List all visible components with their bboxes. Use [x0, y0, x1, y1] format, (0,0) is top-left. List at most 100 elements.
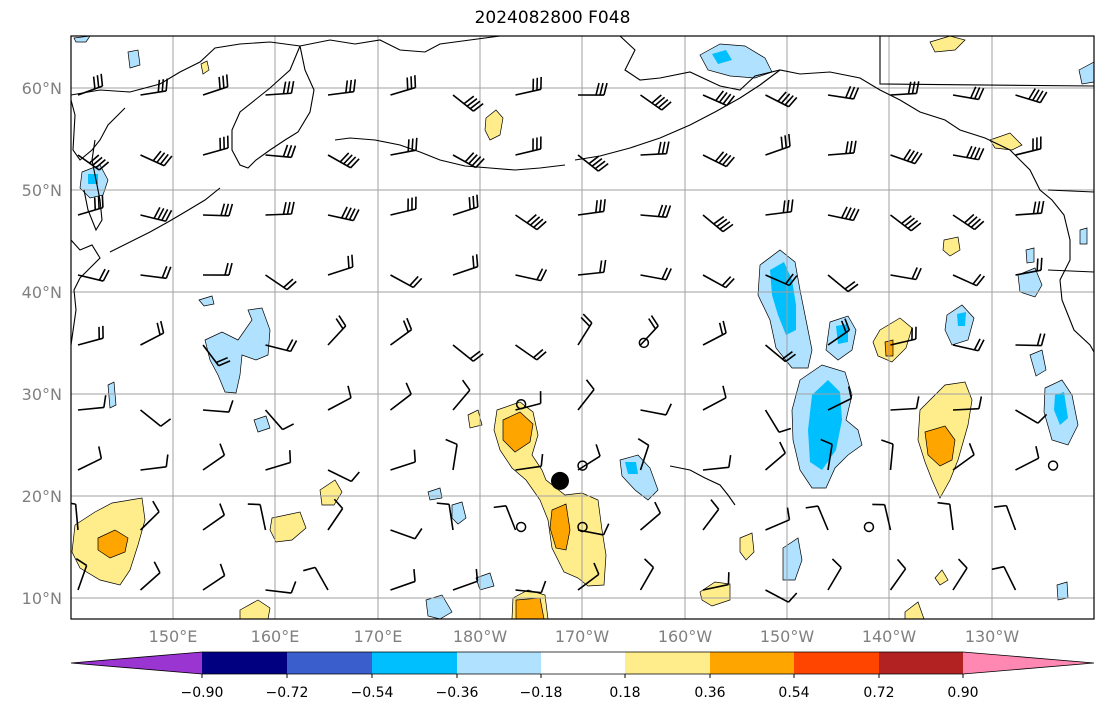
- wind-barb-shaft: [327, 214, 354, 222]
- contour-blue-7: [957, 312, 966, 326]
- wind-barb: [452, 194, 479, 216]
- wind-barb: [952, 396, 983, 411]
- wind-barb-tick: [152, 500, 160, 513]
- wind-barb: [77, 154, 110, 171]
- wind-barb-shaft: [765, 94, 790, 108]
- contour-fills: [71, 36, 1094, 619]
- wind-barb-tick: [349, 79, 353, 93]
- wind-barb-tick: [907, 81, 912, 95]
- wind-barb: [639, 558, 655, 591]
- wind-barb: [765, 91, 798, 108]
- wind-barb: [390, 274, 423, 289]
- wind-barb-tick: [849, 86, 856, 99]
- wind-barb-tick: [96, 75, 100, 88]
- wind-barb-shaft: [327, 154, 352, 169]
- wind-barb-tick: [973, 147, 981, 160]
- station-marker-open: [577, 521, 588, 533]
- wind-barb-tick: [540, 76, 542, 90]
- contour-neg-17: [107, 381, 117, 409]
- wind-barb-shaft: [265, 213, 292, 216]
- wind-barb-tick: [785, 273, 794, 285]
- wind-barb-shaft: [890, 407, 917, 411]
- wind-barb-tick: [472, 353, 484, 362]
- wind-barb: [805, 505, 829, 531]
- colorbar-extend-low: [71, 652, 202, 674]
- wind-barb: [764, 441, 786, 471]
- wind-barb-shaft: [515, 88, 542, 96]
- wind-barb-tick: [790, 199, 794, 212]
- wind-barb-tick: [475, 254, 479, 267]
- wind-barb-tick: [786, 199, 790, 213]
- wind-barb-tick: [970, 86, 977, 99]
- wind-barb: [1015, 257, 1043, 276]
- wind-barb-tick: [536, 77, 539, 91]
- wind-barb-tick: [102, 325, 104, 339]
- wind-barb-shaft: [889, 568, 907, 591]
- wind-barb-tick: [661, 101, 672, 111]
- wind-barb: [390, 569, 416, 591]
- wind-barb-tick: [1036, 137, 1038, 150]
- wind-barb: [452, 344, 484, 362]
- wind-barb: [140, 265, 172, 280]
- wind-barb-tick: [716, 218, 728, 228]
- contour-pos-11: [239, 599, 271, 619]
- wind-barb-shaft: [265, 92, 292, 96]
- wind-barb-shaft: [265, 154, 292, 159]
- wind-barbs: [71, 73, 1048, 603]
- contour-neg-11: [782, 537, 803, 581]
- wind-barb-tick: [915, 396, 920, 409]
- wind-barb: [140, 320, 165, 346]
- wind-barb-tick: [970, 218, 981, 228]
- wind-barb-tick: [1032, 201, 1037, 214]
- wind-barb-tick: [156, 152, 166, 163]
- wind-barb-tick: [347, 385, 352, 399]
- lon-label-170w: 170°W: [555, 627, 610, 646]
- wind-barb-tick: [222, 75, 225, 89]
- contour-pos-14: [934, 569, 949, 586]
- wind-barb-tick: [536, 351, 547, 361]
- wind-barb-shaft: [139, 409, 162, 427]
- wind-barb: [1015, 200, 1045, 216]
- wind-barb-tick: [410, 76, 413, 89]
- wind-barb: [77, 446, 103, 471]
- wind-barb-tick: [967, 216, 978, 226]
- wind-barb-shaft: [1015, 457, 1040, 471]
- coastline-aleutians: [334, 137, 566, 171]
- wind-barb-tick: [710, 499, 720, 510]
- wind-barb-tick: [540, 269, 548, 281]
- wind-barb: [639, 315, 659, 346]
- wind-barb: [327, 385, 352, 411]
- wind-barb-tick: [593, 562, 600, 575]
- wind-barb-shaft: [952, 154, 979, 161]
- wind-barb: [390, 137, 418, 156]
- wind-barb: [890, 326, 917, 346]
- wind-barb: [247, 503, 267, 531]
- wind-barb: [202, 74, 229, 96]
- wind-barb-tick: [603, 259, 607, 273]
- wind-barb-tick: [722, 385, 727, 398]
- wind-barb-tick: [159, 153, 169, 165]
- contour-neg-24: [1079, 227, 1088, 245]
- wind-barb: [702, 214, 734, 233]
- wind-barb: [452, 94, 484, 112]
- wind-barb-shaft: [764, 452, 786, 471]
- wind-barb-shaft: [77, 457, 102, 471]
- wind-barb: [994, 504, 1017, 531]
- contour-blue-4: [836, 324, 848, 344]
- wind-barb: [202, 262, 233, 276]
- wind-barb-tick: [974, 220, 985, 231]
- contour-pos-7: [942, 236, 961, 257]
- wind-barb-shaft: [139, 572, 161, 591]
- wind-barb: [702, 90, 736, 107]
- wind-barb-shaft: [765, 274, 790, 287]
- wind-barb-tick: [223, 136, 225, 150]
- wind-barb-tick: [345, 80, 349, 93]
- wind-barb-tick: [778, 427, 792, 433]
- wind-barb-shaft: [452, 94, 474, 112]
- contour-blue-6: [625, 462, 638, 474]
- wind-barb: [390, 528, 423, 540]
- wind-barb: [702, 320, 727, 346]
- wind-barb: [640, 403, 672, 416]
- wind-barb-tick: [414, 528, 423, 540]
